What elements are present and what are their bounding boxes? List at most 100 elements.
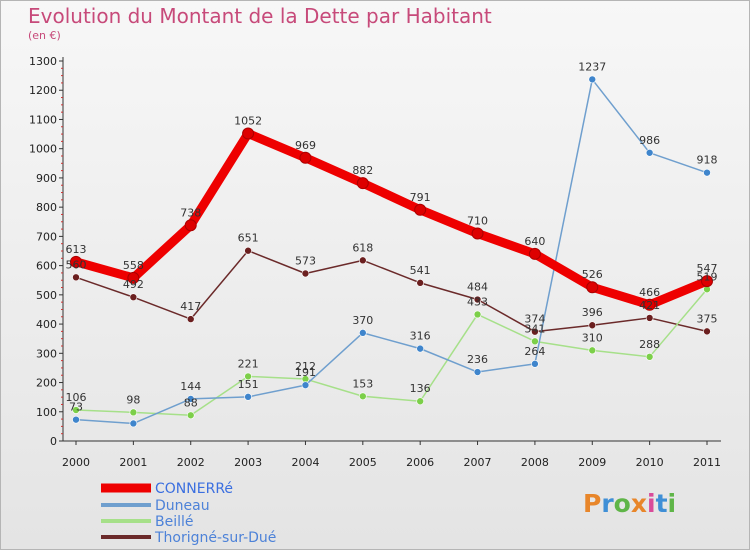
data-label: 433 [467,295,488,308]
data-label: 288 [639,338,660,351]
data-label: 144 [180,380,201,393]
data-point [129,293,138,301]
data-label: 466 [639,286,660,299]
x-tick-label: 2006 [406,456,434,469]
data-point [244,246,252,255]
data-point [531,337,539,346]
data-point [471,227,484,240]
data-point [588,346,597,355]
data-label: 236 [467,353,488,366]
x-tick-label: 2005 [349,456,377,469]
y-tick-label: 400 [36,318,57,331]
data-label: 88 [184,396,198,409]
data-label: 618 [352,241,373,254]
data-point [588,75,597,84]
data-point [531,360,539,368]
y-tick-label: 600 [36,260,57,273]
x-tick-label: 2000 [62,456,90,469]
data-point [416,397,424,406]
data-label: 547 [697,262,718,275]
data-label: 969 [295,139,316,152]
data-point [473,310,482,319]
x-tick-label: 2011 [693,456,721,469]
series-line-2 [75,288,708,417]
data-point [186,411,195,420]
data-point [703,327,711,336]
data-label: 73 [69,401,83,414]
data-point [129,419,138,428]
data-label: 374 [524,313,545,326]
series-line-1 [75,78,708,425]
chart-subtitle: (en €) [28,29,61,42]
data-label: 370 [352,314,373,327]
y-tick-label: 1100 [29,113,57,126]
data-point [301,381,310,389]
data-point [645,353,654,361]
data-point [645,314,654,322]
y-tick-label: 100 [36,406,57,419]
y-tick-label: 1000 [29,143,57,156]
y-tick-label: 1300 [29,55,57,68]
data-label: 986 [639,134,660,147]
x-tick-label: 2008 [521,456,549,469]
data-label: 191 [295,366,316,379]
data-label: 136 [410,382,431,395]
data-label: 492 [123,278,144,291]
data-label: 558 [123,259,144,272]
data-label: 640 [524,235,545,248]
proxiti-logo: Proxiti [583,489,676,518]
data-point [701,275,713,288]
series-line-0 [71,128,712,310]
x-tick-label: 2009 [578,456,606,469]
data-point [416,344,424,353]
data-label: 106 [66,391,87,404]
data-point [359,329,367,337]
data-label: 710 [467,214,488,227]
logo-letter: o [613,489,631,518]
data-label: 560 [66,258,87,271]
data-label: 791 [410,191,431,204]
data-label: 541 [410,264,431,277]
data-label: 519 [697,270,718,283]
y-tick-label: 500 [36,289,57,302]
x-tick-label: 2004 [291,456,319,469]
legend-label-3: Thorigné-sur-Dué [154,530,276,546]
data-point [301,269,310,278]
data-label: 421 [639,299,660,312]
legend-label-2: Beillé [155,514,194,530]
data-label: 1237 [578,60,606,73]
data-point [414,203,427,216]
data-label: 651 [238,232,259,245]
data-label: 153 [352,377,373,390]
data-label: 1052 [234,114,262,127]
x-tick-label: 2003 [234,456,262,469]
chart-title: Evolution du Montant de la Dette par Hab… [28,4,492,28]
data-point [643,298,656,311]
data-label: 316 [410,330,431,343]
data-label: 918 [697,154,718,167]
logo-letter: t [655,489,668,518]
data-point [473,295,482,304]
data-point [186,315,195,323]
data-point [186,395,195,403]
data-point [72,415,80,424]
y-tick-label: 200 [36,377,57,390]
data-point [244,393,252,401]
data-point [72,273,80,282]
y-tick-label: 800 [36,201,57,214]
logo-letter: x [630,489,647,518]
series-line-3 [75,249,708,333]
y-tick-label: 300 [36,347,57,360]
logo-letter: P [583,489,602,518]
data-point [531,327,539,336]
data-point [528,247,541,260]
data-point [645,148,654,157]
data-point [473,368,482,376]
data-label: 151 [238,378,259,391]
data-point [586,281,599,294]
data-point [127,271,140,284]
data-point [244,372,252,381]
data-label: 341 [524,322,545,335]
data-label: 738 [180,206,201,219]
